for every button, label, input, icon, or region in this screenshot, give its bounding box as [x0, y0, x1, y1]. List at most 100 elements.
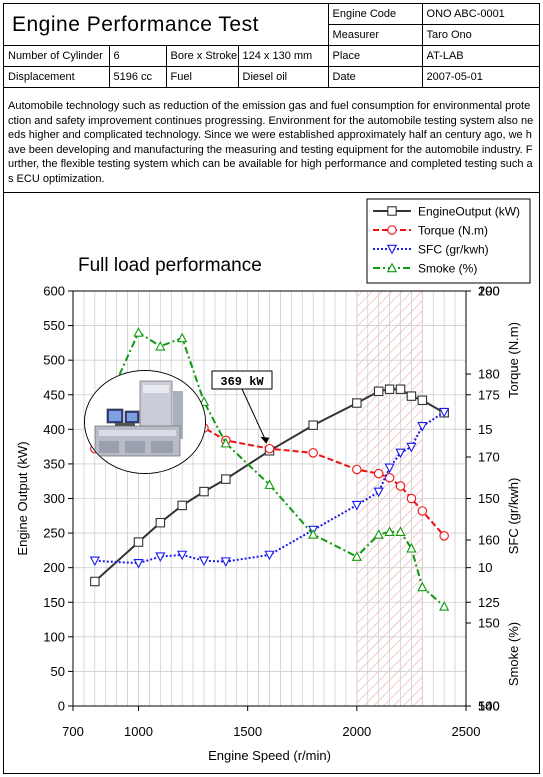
- data-point: [308, 529, 319, 539]
- date-value: 2007-05-01: [421, 66, 540, 88]
- annotation-arrow-line: [241, 388, 267, 442]
- displacement-label: Displacement: [4, 66, 110, 88]
- y-tick-label: 500: [43, 353, 65, 368]
- annotation: 369 kW: [211, 370, 273, 444]
- x-tick-label: 2000: [342, 724, 371, 739]
- description-text: Automobile technology such as reduction …: [4, 97, 539, 193]
- x-tick-label: 700: [62, 724, 84, 739]
- data-point: [406, 542, 417, 553]
- y-tick-label: 0: [58, 699, 65, 714]
- data-point: [352, 464, 362, 475]
- legend-label: EngineOutput (kW): [418, 205, 520, 219]
- bore-stroke-value: 124 x 130 mm: [237, 45, 329, 67]
- legend-label: Torque (N.m): [418, 224, 488, 238]
- series-3: [89, 327, 450, 611]
- data-point: [177, 500, 187, 511]
- annotation-label: 369 kW: [220, 375, 264, 389]
- right-tick-label: 200: [478, 284, 500, 299]
- data-point: [384, 384, 395, 394]
- test-equipment-photo: [84, 370, 206, 474]
- right-tick-label: 10: [478, 560, 492, 575]
- data-point: [384, 463, 395, 474]
- data-point: [308, 420, 318, 430]
- data-point: [264, 479, 275, 489]
- right-tick-label: 15: [478, 422, 492, 437]
- data-point: [133, 537, 144, 547]
- legend-label: SFC (gr/kwh): [418, 243, 489, 257]
- data-point: [155, 517, 166, 528]
- data-point: [373, 468, 384, 479]
- engine-code-label: Engine Code: [327, 4, 423, 25]
- data-point: [133, 327, 144, 337]
- data-point: [133, 558, 144, 569]
- data-point: [439, 407, 450, 418]
- data-point: [308, 448, 318, 458]
- y-tick-label: 350: [43, 456, 65, 471]
- data-point: [373, 386, 384, 397]
- y-tick-label: 300: [43, 491, 65, 506]
- y-axis-label-left: Engine Output (kW): [15, 441, 30, 555]
- axes: 700 1000 1500 2000 2500 Engine Speed (r/min) 0…: [15, 284, 521, 764]
- right-tick-label: 100: [478, 699, 500, 714]
- data-point: [384, 472, 395, 483]
- right-axis-label: Torque (N.m): [506, 322, 521, 398]
- data-point: [406, 391, 417, 401]
- data-point: [439, 601, 450, 611]
- data-point: [406, 493, 417, 504]
- header-table: Engine Performance Test Engine Code ONO …: [4, 4, 540, 88]
- data-point: [373, 529, 384, 539]
- right-tick-label: 160: [478, 533, 500, 548]
- legend: EngineOutput (kW) Torque (N.m) SFC (gr/kwh…: [366, 198, 531, 284]
- right-tick-label: 180: [478, 367, 500, 382]
- data-point: [264, 443, 275, 454]
- displacement-value: 5196 cc: [108, 66, 167, 88]
- data-point: [220, 557, 231, 567]
- data-point: [395, 448, 406, 459]
- right-tick-label: 125: [478, 595, 500, 610]
- right-tick-label: 190: [478, 284, 500, 299]
- y-tick-label: 250: [43, 526, 65, 541]
- y-tick-label: 400: [43, 422, 65, 437]
- data-point: [155, 552, 166, 562]
- right-tick-label: 150: [478, 491, 500, 506]
- data-point: [264, 550, 275, 561]
- data-point: [417, 395, 428, 406]
- date-label: Date: [327, 66, 423, 88]
- y-tick-label: 100: [43, 629, 65, 644]
- x-tick-label: 1500: [233, 724, 262, 739]
- data-point: [395, 481, 406, 491]
- series-line: [94, 411, 445, 565]
- right-tick-label: 150: [478, 616, 500, 631]
- report-title: Engine Performance Test: [4, 4, 329, 46]
- data-point: [395, 384, 406, 394]
- right-tick-label: 170: [478, 450, 500, 465]
- legend-marker: [386, 262, 398, 273]
- data-point: [221, 474, 231, 484]
- fuel-value: Diesel oil: [237, 66, 329, 88]
- data-point: [199, 486, 209, 497]
- data-point: [373, 487, 384, 498]
- legend-marker: [387, 206, 397, 216]
- right-tick-label: 140: [478, 699, 500, 714]
- y-tick-label: 200: [43, 560, 65, 575]
- test-bench-illustration: [85, 371, 205, 473]
- x-axis-label: Engine Speed (r/min): [208, 748, 331, 763]
- y-tick-label: 150: [43, 595, 65, 610]
- fuel-label: Fuel: [165, 66, 239, 88]
- right-tick-label: 175: [478, 387, 500, 402]
- data-point: [177, 332, 188, 343]
- data-point: [417, 422, 428, 432]
- data-point: [177, 550, 188, 561]
- report-sheet: Engine Performance Test Engine Code ONO …: [3, 3, 540, 774]
- legend-marker: [386, 244, 398, 255]
- legend-label: Smoke (%): [418, 262, 477, 276]
- annotation-arrow-head: [260, 436, 270, 444]
- data-point: [417, 506, 428, 516]
- right-tick-label: 20: [478, 284, 492, 299]
- data-point: [352, 398, 362, 408]
- chart-title: Full load performance: [78, 255, 262, 276]
- series-2: [89, 407, 450, 569]
- legend-marker: [387, 225, 397, 235]
- data-point: [406, 442, 417, 453]
